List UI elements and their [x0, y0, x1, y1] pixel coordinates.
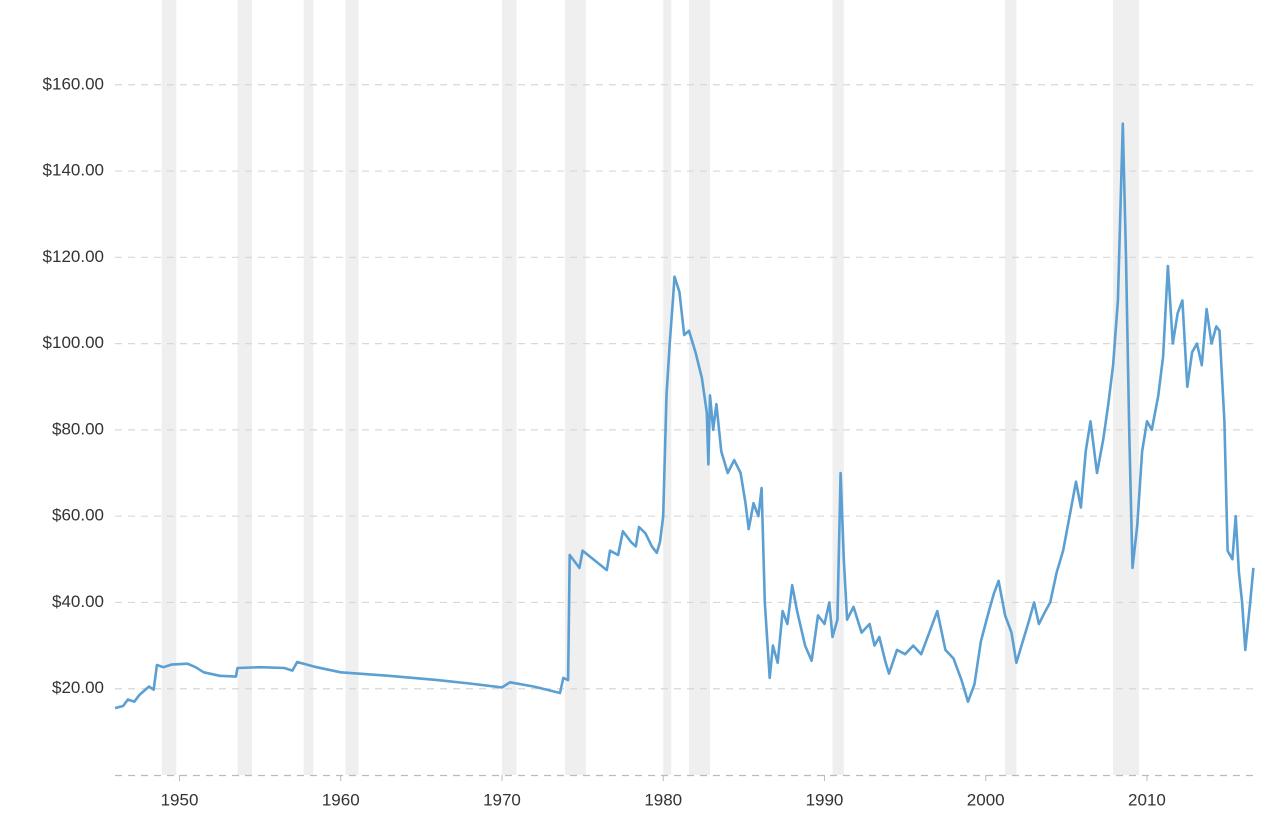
- recession-band: [1005, 0, 1017, 775]
- y-tick-label: $40.00: [52, 592, 104, 611]
- recession-band: [303, 0, 314, 775]
- recession-band: [345, 0, 359, 775]
- price-line: [114, 122, 1255, 710]
- y-tick-label: $80.00: [52, 419, 104, 438]
- x-tick-label: 2000: [967, 790, 1005, 809]
- recession-band: [689, 0, 710, 775]
- x-tick-label: 2010: [1128, 790, 1166, 809]
- y-tick-label: $160.00: [43, 74, 104, 93]
- y-tick-label: $60.00: [52, 506, 104, 525]
- x-tick-label: 1960: [322, 790, 360, 809]
- y-tick-label: $100.00: [43, 333, 104, 352]
- recession-band: [237, 0, 253, 775]
- x-tick-label: 1950: [161, 790, 199, 809]
- x-tick-label: 1990: [806, 790, 844, 809]
- y-tick-label: $140.00: [43, 161, 104, 180]
- recession-band: [832, 0, 844, 775]
- recession-band: [1113, 0, 1139, 775]
- recession-band: [501, 0, 517, 775]
- x-tick-label: 1980: [644, 790, 682, 809]
- x-tick-label: 1970: [483, 790, 521, 809]
- recession-band: [161, 0, 177, 775]
- y-tick-label: $120.00: [43, 247, 104, 266]
- y-tick-label: $20.00: [52, 678, 104, 697]
